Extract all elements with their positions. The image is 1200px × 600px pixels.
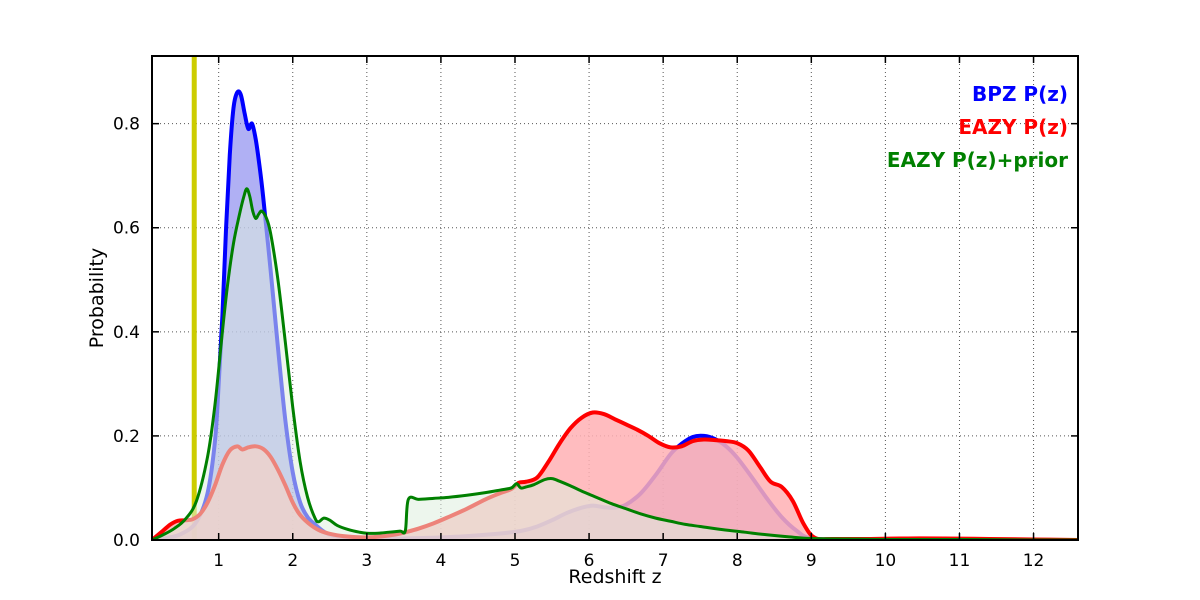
series-eazy-prior [152,187,1078,540]
x-tick-label: 12 [1023,551,1045,571]
y-tick-label: 0.6 [113,219,140,239]
x-tick-label: 6 [584,551,595,571]
y-tick-label: 0.8 [113,115,140,135]
legend-item-eazy: EAZY P(z) [958,115,1068,139]
x-tick-label: 2 [287,551,298,571]
x-axis-label: Redshift z [568,566,661,588]
y-tick-label: 0.4 [113,323,140,343]
x-axis-ticks: 1 2 3 4 5 6 7 8 9 10 11 12 [213,56,1044,571]
x-tick-label: 1 [213,551,224,571]
legend-item-bpz: BPZ P(z) [972,82,1068,106]
series-fill [152,412,1078,540]
y-tick-label: 0.2 [113,427,140,447]
x-tick-label: 3 [361,551,372,571]
series-fill [152,188,1078,540]
y-tick-label: 0.0 [113,531,140,551]
y-axis-label: Probability [86,248,108,348]
legend-item-eazy-prior: EAZY P(z)+prior [887,148,1068,172]
x-tick-label: 11 [949,551,971,571]
legend: BPZ P(z) EAZY P(z) EAZY P(z)+prior [887,82,1068,172]
series-layer [152,89,1078,540]
y-axis-ticks: 0.0 0.2 0.4 0.6 0.8 [113,115,1078,551]
x-tick-label: 4 [435,551,446,571]
plot-frame [151,55,1079,541]
grid-lines [152,56,1078,540]
x-tick-label: 9 [806,551,817,571]
series-line [152,187,1078,540]
x-tick-label: 5 [510,551,521,571]
x-tick-label: 8 [732,551,743,571]
x-tick-label: 10 [875,551,897,571]
x-tick-label: 7 [658,551,669,571]
